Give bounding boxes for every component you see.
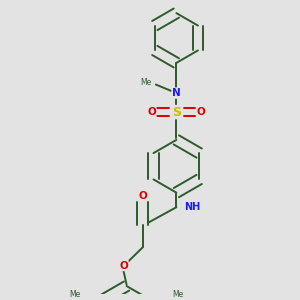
Text: Me: Me bbox=[140, 78, 152, 87]
Text: Me: Me bbox=[172, 290, 184, 298]
Text: O: O bbox=[138, 190, 147, 200]
Text: O: O bbox=[119, 260, 128, 271]
Text: O: O bbox=[197, 107, 206, 117]
Text: N: N bbox=[172, 88, 181, 98]
Text: NH: NH bbox=[184, 202, 200, 212]
Text: S: S bbox=[172, 106, 181, 118]
Text: Me: Me bbox=[69, 290, 80, 298]
Text: O: O bbox=[147, 107, 156, 117]
